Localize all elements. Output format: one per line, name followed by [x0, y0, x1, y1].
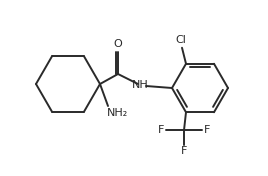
- Text: NH: NH: [132, 80, 148, 90]
- Text: NH₂: NH₂: [107, 108, 129, 118]
- Text: Cl: Cl: [176, 35, 187, 45]
- Text: F: F: [204, 125, 210, 135]
- Text: O: O: [114, 39, 122, 49]
- Text: F: F: [181, 146, 187, 156]
- Text: F: F: [158, 125, 164, 135]
